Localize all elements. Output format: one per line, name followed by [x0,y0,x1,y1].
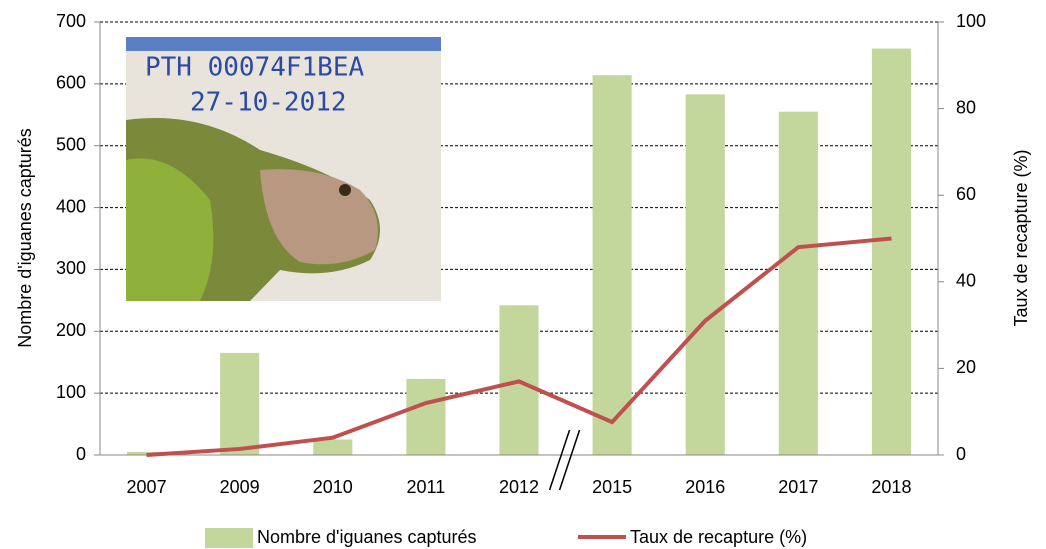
x-tick-label: 2010 [313,477,353,497]
bar [220,353,259,455]
bar [593,75,632,455]
y-tick-label: 700 [56,11,86,31]
y-tick-label: 300 [56,258,86,278]
x-tick-label: 2007 [127,477,167,497]
bar [313,440,352,455]
x-tick-label: 2012 [499,477,539,497]
y2-tick-label: 80 [956,97,976,117]
photo-text: PTH 00074F1BEA [145,53,364,83]
legend-label: Nombre d'iguanes capturés [257,527,477,547]
x-tick-label: 2015 [592,477,632,497]
x-tick-label: 2018 [871,477,911,497]
y-tick-label: 600 [56,73,86,93]
legend-label: Taux de recapture (%) [630,527,807,547]
bar [872,49,911,455]
y2-tick-label: 60 [956,184,976,204]
y-tick-label: 200 [56,320,86,340]
bar [406,379,445,455]
x-tick-label: 2009 [220,477,260,497]
axis-break [560,430,580,490]
chart: PTH 00074F1BEA 27-10-2012 Nombre d'iguan… [0,0,1046,549]
y2-tick-label: 100 [956,11,986,31]
y-tick-label: 500 [56,134,86,154]
bar [686,94,725,455]
x-tick-label: 2016 [685,477,725,497]
x-tick-label: 2017 [778,477,818,497]
y2-tick-label: 40 [956,271,976,291]
y2-tick-label: 20 [956,357,976,377]
photo: PTH 00074F1BEA 27-10-2012 [126,37,441,301]
photo-text: 27-10-2012 [190,88,347,118]
x-tick-label: 2011 [407,477,446,497]
legend-swatch [205,528,253,548]
y2-axis-label: Taux de recapture (%) [1011,149,1031,326]
bar [779,112,818,455]
y-tick-label: 100 [56,382,86,402]
y2-tick-label: 0 [956,444,966,464]
y-tick-label: 400 [56,196,86,216]
y-tick-label: 0 [76,444,86,464]
axis-break [550,430,570,490]
y-axis-label: Nombre d'iguanes capturés [15,128,35,348]
